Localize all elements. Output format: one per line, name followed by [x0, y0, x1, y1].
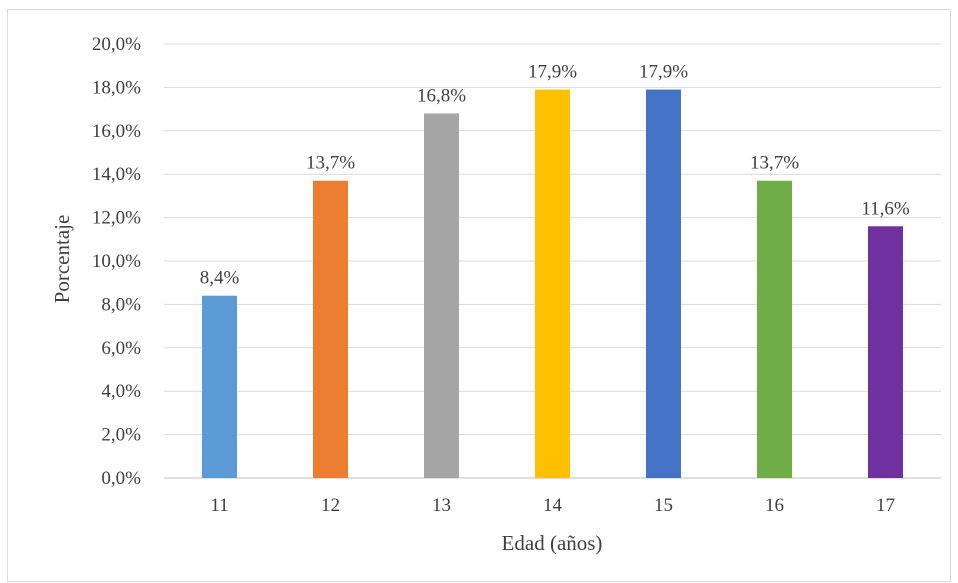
bar-16	[757, 180, 792, 478]
y-tick-label: 16,0%	[92, 121, 141, 142]
y-tick-label: 4,0%	[101, 381, 141, 402]
x-tick-label-13: 13	[432, 495, 451, 516]
data-label-11: 8,4%	[200, 268, 240, 289]
x-axis-ticks: 11 12 13 14 15 16 17	[210, 495, 895, 516]
y-tick-label: 12,0%	[92, 208, 141, 229]
x-axis-title: Edad (años)	[502, 531, 603, 555]
y-tick-label: 2,0%	[101, 425, 141, 446]
y-tick-label: 10,0%	[92, 251, 141, 272]
y-tick-label: 8,0%	[101, 294, 141, 315]
y-tick-label: 18,0%	[92, 77, 141, 98]
data-label-15: 17,9%	[639, 62, 688, 83]
y-tick-label: 14,0%	[92, 164, 141, 185]
y-tick-label: 6,0%	[101, 338, 141, 359]
bar-14	[535, 89, 570, 478]
y-tick-label: 20,0%	[92, 34, 141, 55]
data-label-13: 16,8%	[417, 85, 466, 106]
data-labels: 8,4% 13,7% 16,8% 17,9% 17,9% 13,7% 11,6%	[200, 62, 910, 289]
bar-15	[646, 89, 681, 478]
data-label-16: 13,7%	[750, 153, 799, 174]
data-label-17: 11,6%	[861, 198, 910, 219]
bars	[202, 89, 903, 478]
bar-17	[868, 226, 903, 478]
data-label-12: 13,7%	[306, 153, 355, 174]
x-tick-label-17: 17	[876, 495, 895, 516]
bar-13	[424, 113, 459, 478]
y-axis-title: Porcentaje	[50, 215, 74, 304]
y-tick-label: 0,0%	[101, 468, 141, 489]
bar-11	[202, 295, 237, 478]
data-label-14: 17,9%	[528, 62, 577, 83]
bar-12	[313, 180, 348, 478]
x-tick-label-11: 11	[210, 495, 228, 516]
x-tick-label-12: 12	[321, 495, 340, 516]
y-axis-ticks: 0,0% 2,0% 4,0% 6,0% 8,0% 10,0% 12,0% 14,0% 16,0%…	[92, 34, 141, 489]
x-tick-label-16: 16	[765, 495, 784, 516]
x-tick-label-15: 15	[654, 495, 673, 516]
chart-frame	[7, 9, 951, 582]
x-tick-label-14: 14	[543, 495, 563, 516]
